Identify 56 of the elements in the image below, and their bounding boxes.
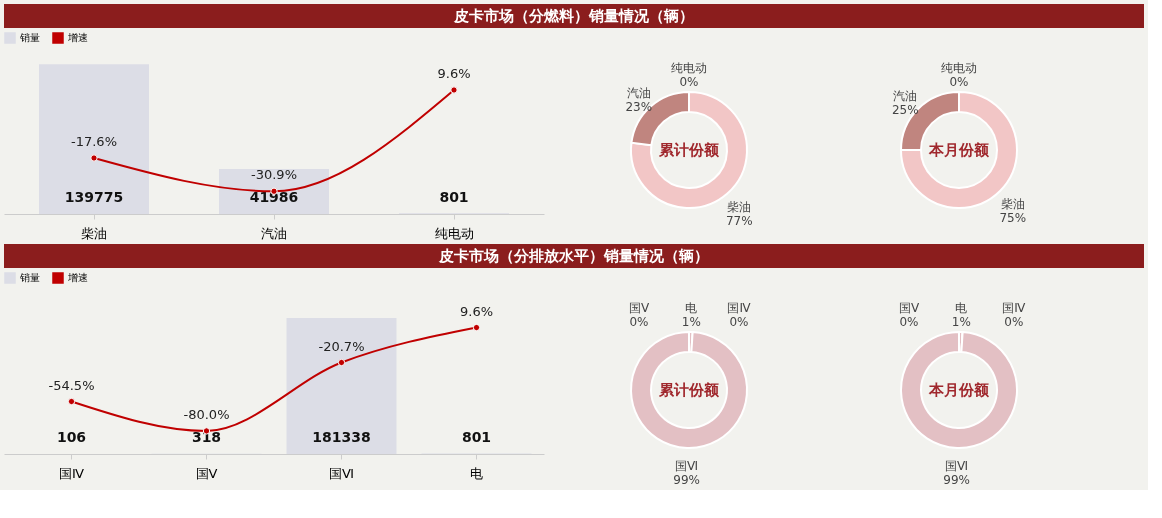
data-label: 106 (56, 429, 87, 445)
slice-label: 柴油 (1000, 196, 1025, 211)
x-tick-label: 国Ⅵ (329, 465, 354, 481)
category-label: 纯电动 (941, 61, 977, 75)
data-label: 77% (725, 214, 753, 229)
legend-label: 增速 (67, 272, 88, 283)
data-label: -30.9% (251, 167, 297, 183)
data-label: 139775 (64, 189, 124, 205)
category-label: 国Ⅴ (628, 301, 650, 315)
data-label: -20.7% (318, 338, 365, 354)
data-label: 75% (999, 210, 1027, 225)
legend-label: 销量 (19, 32, 40, 43)
chart-title: 皮卡市场（分燃料）销量情况（辆） (453, 7, 694, 25)
category-label: 国Ⅳ (1002, 301, 1026, 316)
slice-label: 汽油 (893, 89, 918, 104)
text: 0% (629, 315, 649, 329)
category-label: 国Ⅴ (898, 301, 920, 315)
text: 0% (1004, 315, 1024, 330)
text: 本月份额 (928, 381, 990, 399)
text: 0% (679, 75, 699, 89)
text: 累计份额 (658, 141, 720, 159)
x-tick-label: 国Ⅴ (195, 465, 218, 481)
slice-label: 汽油 (626, 85, 651, 100)
x-tick-label: 国Ⅳ (59, 465, 84, 481)
data-label: 9.6% (437, 66, 471, 81)
x-tick-label: 纯电动 (434, 225, 474, 241)
legend-label: 销量 (19, 272, 40, 283)
text: 0% (949, 75, 969, 89)
slice-label: 电 (685, 301, 698, 316)
text: 0% (729, 315, 749, 329)
category-label: 纯电动 (671, 61, 707, 75)
data-label: 1% (951, 315, 971, 330)
data-label: -54.5% (48, 377, 95, 393)
data-label: -80.0% (183, 406, 230, 422)
data-label: 181338 (312, 429, 371, 445)
data-label: 25% (891, 103, 919, 118)
text: 0% (899, 315, 919, 329)
data-label: 801 (439, 189, 469, 205)
data-label: 1% (681, 315, 701, 330)
x-tick-label: 柴油 (81, 225, 107, 241)
slice-label: 电 (955, 301, 968, 316)
chart-title: 皮卡市场（分排放水平）销量情况（辆） (438, 247, 709, 265)
legend-label: 增速 (67, 32, 88, 43)
data-label: 801 (461, 429, 492, 445)
data-label: 99% (673, 472, 700, 487)
data-label: 23% (625, 99, 653, 114)
data-label: -17.6% (71, 134, 117, 149)
x-tick-label: 汽油 (261, 225, 287, 241)
text: 累计份额 (658, 381, 720, 399)
data-label: 99% (943, 472, 970, 487)
category-label: 国Ⅳ (727, 301, 751, 315)
data-label: 9.6% (459, 303, 494, 319)
slice-label: 柴油 (727, 200, 752, 215)
data-label: 41986 (249, 189, 299, 205)
text: 本月份额 (928, 141, 990, 159)
x-tick-label: 电 (470, 465, 483, 481)
